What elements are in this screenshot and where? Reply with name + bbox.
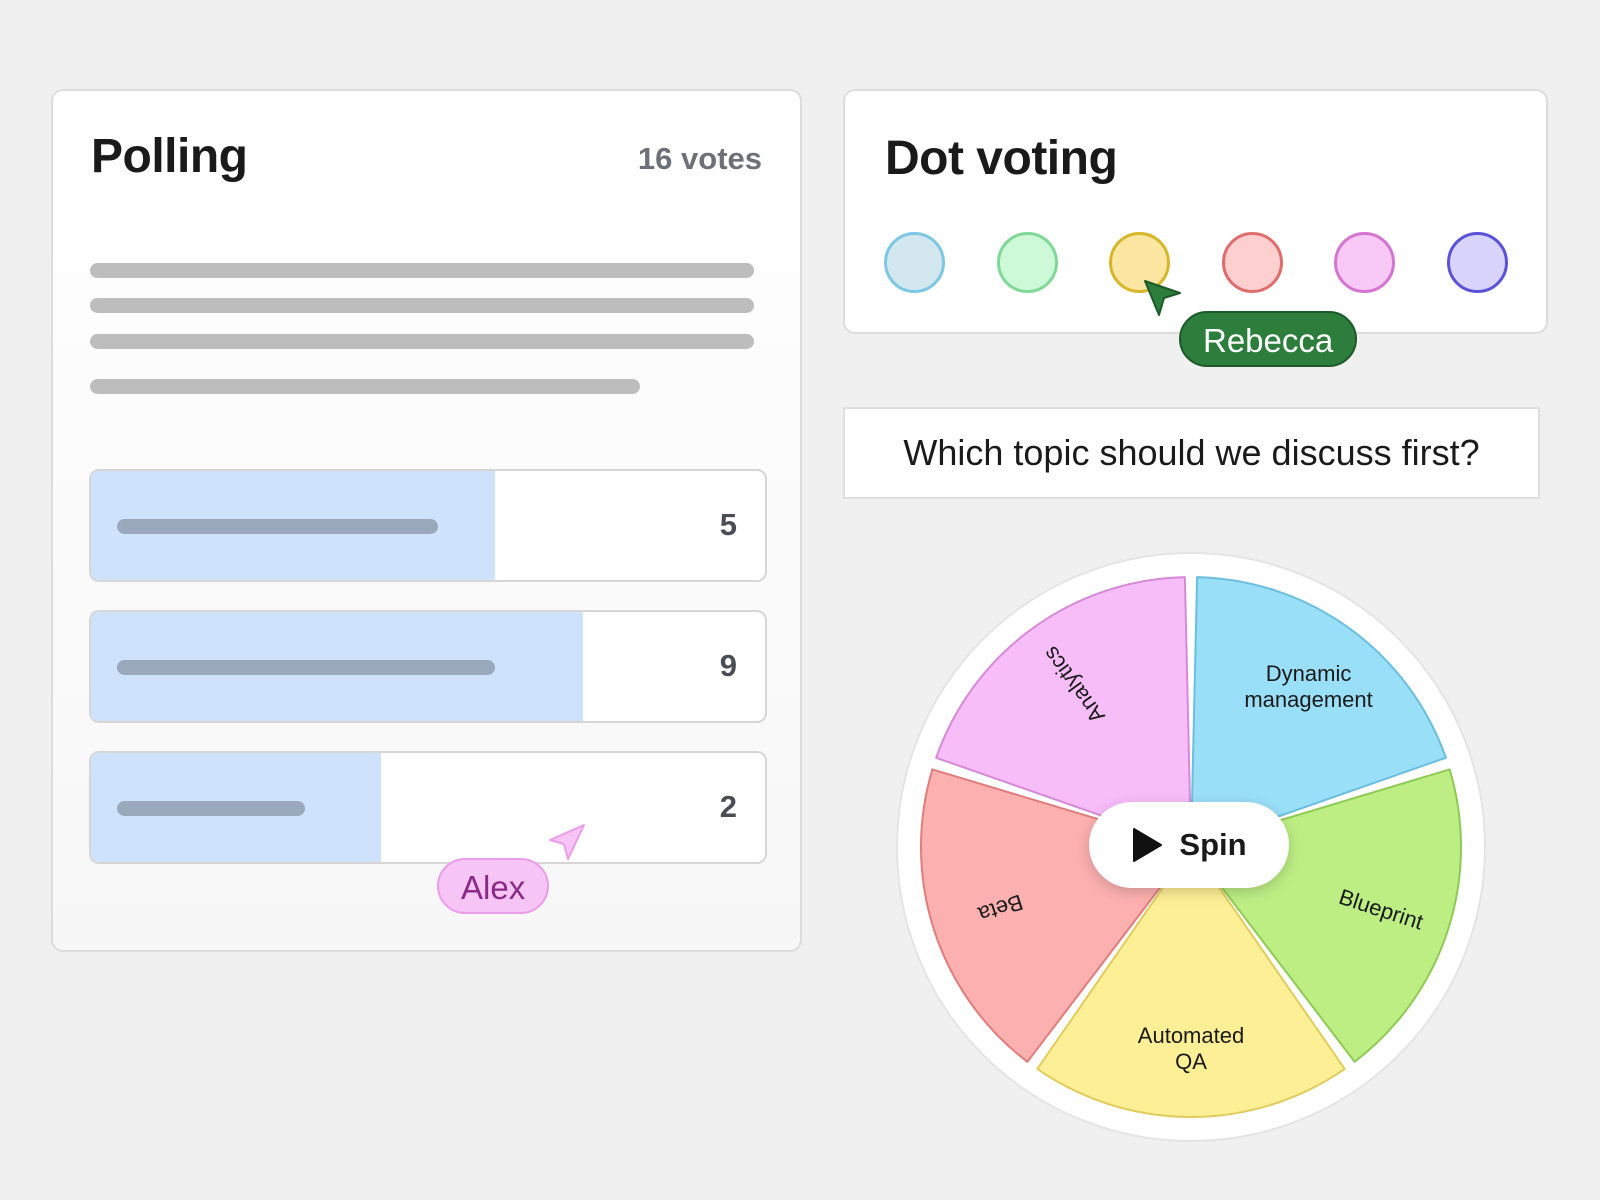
vote-count: 16 votes bbox=[637, 141, 762, 176]
poll-option-label-placeholder bbox=[117, 660, 495, 675]
poll-option-1[interactable]: 5 bbox=[89, 469, 767, 582]
wheel-segment-label: Automated QA bbox=[1138, 1023, 1244, 1074]
poll-option-label-placeholder bbox=[117, 801, 305, 816]
poll-option-count: 5 bbox=[719, 507, 737, 542]
poll-option-count: 2 bbox=[719, 789, 737, 824]
dot-voting-card: Dot voting bbox=[843, 89, 1548, 334]
spin-button[interactable]: Spin bbox=[1089, 802, 1289, 888]
play-icon bbox=[1133, 828, 1163, 862]
vote-dot-pink[interactable] bbox=[1334, 232, 1395, 293]
wheel-segment bbox=[1036, 852, 1346, 1118]
wheel-segment bbox=[935, 576, 1192, 846]
vote-dot-blue[interactable] bbox=[884, 232, 945, 293]
alex-cursor-label: Alex bbox=[437, 858, 550, 914]
wheel-segment bbox=[1190, 576, 1447, 846]
poll-option-count: 9 bbox=[719, 648, 737, 683]
question-text: Which topic should we discuss first? bbox=[843, 407, 1540, 499]
polling-title: Polling bbox=[91, 130, 248, 183]
description-placeholder-line bbox=[90, 334, 754, 349]
vote-dot-green[interactable] bbox=[997, 232, 1058, 293]
wheel-segment-label: Dynamic management bbox=[1244, 661, 1372, 712]
alex-cursor-arrow-icon bbox=[549, 824, 585, 860]
description-placeholder-line bbox=[90, 263, 754, 278]
spin-label: Spin bbox=[1179, 827, 1247, 862]
rebecca-cursor-label: Rebecca bbox=[1179, 311, 1358, 367]
vote-dot-purple[interactable] bbox=[1447, 232, 1508, 293]
vote-dot-red[interactable] bbox=[1222, 232, 1283, 293]
poll-option-2[interactable]: 9 bbox=[89, 610, 767, 723]
polling-card: Polling 16 votes 5 9 2 bbox=[51, 89, 802, 952]
poll-option-label-placeholder bbox=[117, 519, 438, 534]
description-placeholder-line bbox=[90, 298, 754, 313]
dot-voting-title: Dot voting bbox=[885, 132, 1118, 185]
description-placeholder-line bbox=[90, 379, 640, 394]
poll-option-3[interactable]: 2 bbox=[89, 751, 767, 864]
rebecca-cursor-arrow-icon bbox=[1144, 280, 1181, 316]
vote-dot-yellow[interactable] bbox=[1109, 232, 1170, 293]
